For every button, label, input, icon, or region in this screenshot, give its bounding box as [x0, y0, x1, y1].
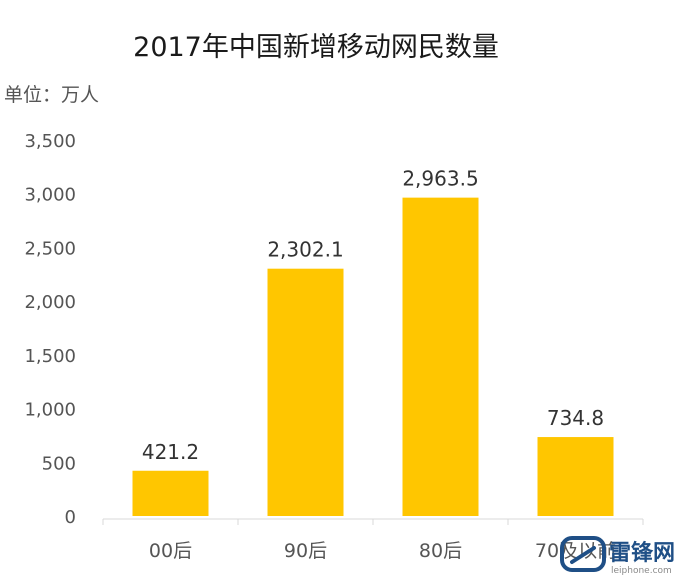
y-tick-label: 0 — [65, 507, 76, 528]
watermark-url: leiphone.com — [611, 566, 672, 576]
bar-3 — [402, 197, 479, 516]
category-labels: 00后 90后 80后 70及以前 — [149, 540, 616, 562]
chart-title: 2017年中国新增移动网民数量 — [133, 32, 499, 63]
category-label: 00后 — [149, 540, 192, 562]
y-tick-label: 2,500 — [24, 238, 76, 259]
watermark-logo-icon — [560, 536, 606, 572]
data-label: 2,302.1 — [267, 238, 343, 262]
watermark-name: 雷锋网 — [609, 540, 675, 566]
bar-4 — [537, 437, 614, 516]
x-axis-ticks — [102, 519, 644, 525]
y-tick-label: 3,500 — [24, 131, 76, 152]
data-labels: 421.2 2,302.1 2,963.5 734.8 — [142, 167, 604, 464]
bar-2 — [267, 268, 344, 516]
y-tick-label: 1,500 — [24, 346, 76, 367]
y-tick-label: 2,000 — [24, 292, 76, 313]
category-label: 80后 — [419, 540, 462, 562]
watermark-logo-stroke — [570, 546, 596, 564]
unit-label: 单位：万人 — [4, 84, 99, 106]
watermark: 雷锋网 leiphone.com — [560, 536, 675, 576]
category-label: 70及以前 — [535, 540, 616, 562]
data-label: 734.8 — [547, 406, 604, 430]
y-tick-label: 1,000 — [24, 400, 76, 421]
y-tick-label: 3,000 — [24, 185, 76, 206]
data-label: 421.2 — [142, 440, 199, 464]
y-tick-label: 500 — [42, 453, 76, 474]
data-label: 2,963.5 — [402, 167, 478, 191]
y-axis-ticks: 0 500 1,000 1,500 2,000 2,500 3,000 3,500 — [24, 131, 76, 528]
bars — [132, 197, 614, 516]
category-label: 90后 — [284, 540, 327, 562]
bar-1 — [132, 470, 209, 516]
